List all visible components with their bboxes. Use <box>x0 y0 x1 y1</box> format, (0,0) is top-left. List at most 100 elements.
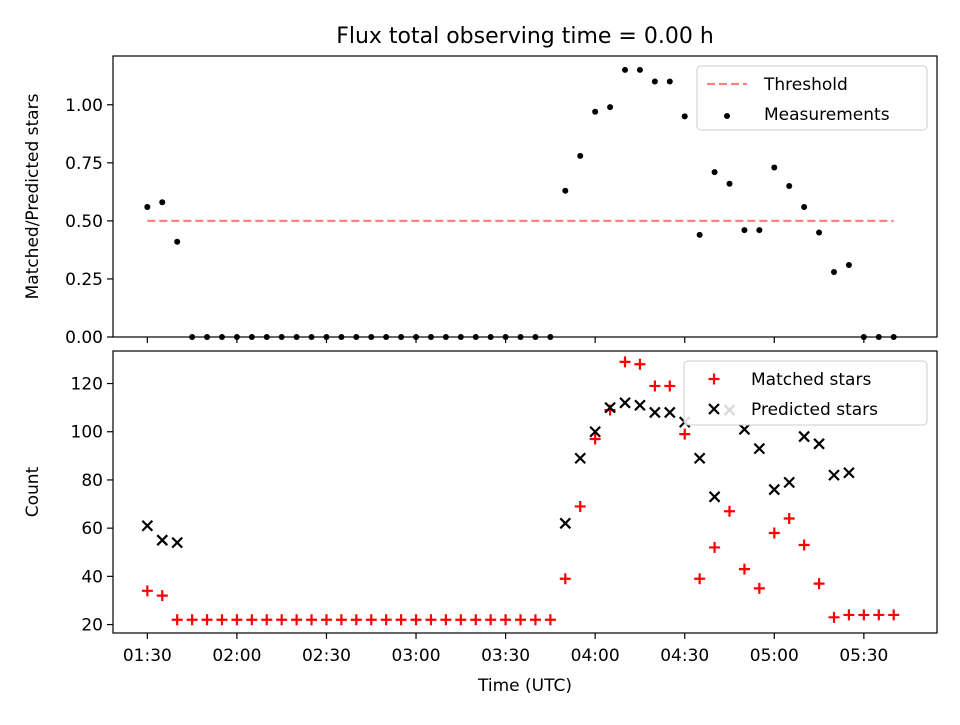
matched-star-point <box>813 578 825 590</box>
legend-box-top <box>696 65 928 131</box>
x-axis-label: Time (UTC) <box>477 676 572 696</box>
matched-star-point <box>171 614 183 626</box>
matched-star-point <box>798 539 810 551</box>
x-tick-label: 03:00 <box>392 646 441 666</box>
legend-label: Predicted stars <box>751 400 878 420</box>
panel-bottom: Count 20 40 60 80 100 120 01:30 02:00 02:30 03:00 0… <box>23 350 938 666</box>
matched-star-point <box>231 614 243 626</box>
legend-label: Measurements <box>764 105 890 125</box>
matched-star-point <box>679 428 691 440</box>
measurement-point <box>681 113 688 120</box>
measurement-point <box>666 78 673 85</box>
matched-star-point <box>276 614 288 626</box>
matched-star-point <box>306 614 318 626</box>
predicted-star-point <box>693 452 706 465</box>
matched-star-point <box>485 614 497 626</box>
measurement-point <box>711 169 718 176</box>
predicted-star-point <box>664 406 676 419</box>
x-tick-label: 04:00 <box>571 646 620 666</box>
matched-star-point <box>559 573 571 585</box>
measurement-point <box>726 180 733 187</box>
measurement-point <box>831 268 837 275</box>
matched-star-point <box>529 614 541 626</box>
predicted-star-point <box>813 438 825 450</box>
matched-star-point <box>634 358 646 370</box>
matched-star-point <box>589 433 601 445</box>
plot-frame-bottom <box>112 350 938 634</box>
matched-star-point <box>425 614 437 626</box>
matched-star-point <box>873 609 885 621</box>
plot-frame-top <box>112 55 938 338</box>
predicted-star-point <box>649 406 661 419</box>
x-tick-label: 02:30 <box>302 646 351 666</box>
predicted-star-point <box>708 491 721 503</box>
matched-star-point <box>858 609 870 621</box>
predicted-star-point <box>604 401 616 414</box>
predicted-star-point <box>843 466 855 479</box>
matched-star-point <box>350 614 362 626</box>
predicted-star-point <box>589 425 601 438</box>
legend-x-swatch <box>708 403 720 415</box>
measurement-point <box>651 78 658 85</box>
predicted-star-point <box>141 519 154 532</box>
matched-star-point <box>201 614 213 626</box>
measurement-point <box>636 66 643 73</box>
matched-star-point <box>320 614 332 626</box>
matched-star-point <box>738 563 750 575</box>
matched-star-point <box>843 609 855 621</box>
matched-star-point <box>470 614 482 626</box>
matched-star-point <box>574 500 586 512</box>
measurement-point <box>607 104 614 111</box>
y-tick-label-top: 0.25 <box>65 270 103 290</box>
measurement-point <box>174 238 181 245</box>
matched-star-point <box>619 356 631 368</box>
predicted-star-point <box>559 517 572 530</box>
x-tick-label: 04:30 <box>660 646 709 666</box>
matched-star-point <box>649 380 661 392</box>
y-tick-label-top: 0.75 <box>65 154 103 174</box>
x-tick-label: 03:30 <box>481 646 530 666</box>
predicted-star-point <box>574 452 587 465</box>
y-tick-label-bottom: 60 <box>81 519 103 539</box>
predicted-star-point <box>738 423 751 436</box>
measurement-point <box>786 183 793 190</box>
y-tick-label-bottom: 40 <box>81 567 103 587</box>
x-tick-label: 05:30 <box>839 646 888 666</box>
legend-label: Threshold <box>763 75 848 95</box>
measurement-point <box>159 199 166 206</box>
y-axis-label-top: Matched/Predicted stars <box>23 93 43 299</box>
matched-star-point <box>888 609 900 621</box>
y-tick-label-top: 1.00 <box>65 96 103 116</box>
matched-star-point <box>246 614 258 626</box>
matched-star-point <box>694 573 706 585</box>
x-tick-label: 02:00 <box>212 646 261 666</box>
measurement-point <box>771 164 778 171</box>
matched-star-point <box>544 614 556 626</box>
measurement-point <box>592 108 599 115</box>
y-tick-label-bottom: 80 <box>81 471 103 491</box>
matched-star-point <box>141 585 153 597</box>
predicted-star-point <box>171 536 183 549</box>
matched-star-point <box>380 614 392 626</box>
predicted-star-point <box>156 534 169 546</box>
y-tick-label-top: 0.50 <box>65 212 103 232</box>
legend-label: Matched stars <box>751 370 871 390</box>
matched-star-point <box>365 614 377 626</box>
matched-star-point <box>410 614 422 626</box>
measurement-point <box>577 152 584 159</box>
legend-box-bottom <box>683 360 928 426</box>
matched-star-point <box>216 614 228 626</box>
measurement-point <box>801 203 808 210</box>
measurement-point <box>562 187 569 194</box>
matched-star-point <box>753 582 765 594</box>
predicted-star-point <box>753 442 766 455</box>
matched-star-point <box>828 611 840 623</box>
measurement-point <box>696 231 703 238</box>
measurement-point <box>741 227 748 234</box>
matched-star-point <box>261 614 273 626</box>
predicted-star-point <box>619 397 631 409</box>
predicted-star-point <box>783 476 795 489</box>
y-tick-label-bottom: 20 <box>81 616 103 636</box>
matched-star-point <box>335 614 347 626</box>
